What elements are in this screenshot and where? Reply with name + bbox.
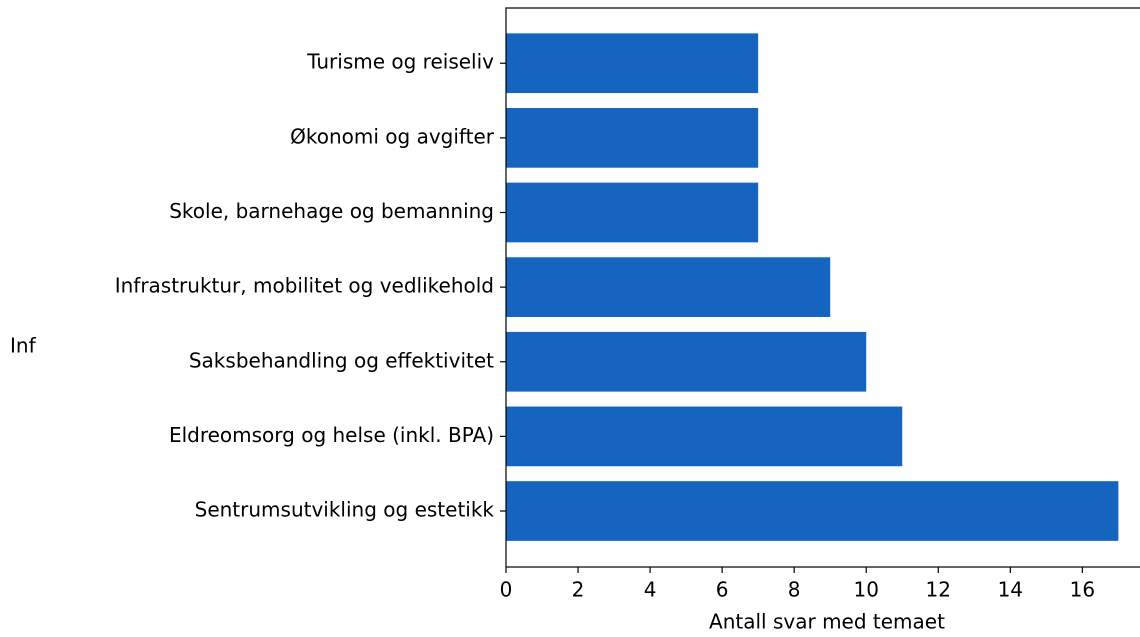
x-tick-label: 16: [1070, 578, 1095, 602]
bar: [506, 182, 759, 243]
bar: [506, 331, 867, 392]
axes-frame: [505, 7, 1140, 568]
y-tick-label: Turisme og reiseliv: [306, 50, 494, 74]
y-tick-label: Eldreomsorg og helse (inkl. BPA): [169, 423, 494, 447]
bar: [506, 406, 903, 467]
x-axis-label: Antall svar med temaet: [709, 610, 945, 634]
x-tick-label: 4: [644, 578, 657, 602]
x-tick-label: 2: [572, 578, 585, 602]
bar: [506, 257, 831, 317]
bar: [506, 481, 1119, 541]
bar: [506, 33, 759, 94]
x-tick-label: 12: [926, 578, 951, 602]
x-tick-label: 6: [716, 578, 729, 602]
x-tick-label: 8: [788, 578, 801, 602]
y-axis-label: Inf: [10, 334, 37, 358]
y-tick-label: Sentrumsutvikling og estetikk: [195, 498, 495, 522]
y-tick-label: Saksbehandling og effektivitet: [189, 348, 494, 372]
x-tick-label: 14: [998, 578, 1023, 602]
x-tick-label: 10: [853, 578, 878, 602]
x-tick-label: 0: [500, 578, 513, 602]
y-tick-label: Skole, barnehage og bemanning: [169, 199, 494, 223]
bar: [506, 108, 759, 168]
y-tick-label: Infrastruktur, mobilitet og vedlikehold: [115, 274, 494, 298]
y-tick-label: Økonomi og avgifter: [290, 124, 495, 148]
